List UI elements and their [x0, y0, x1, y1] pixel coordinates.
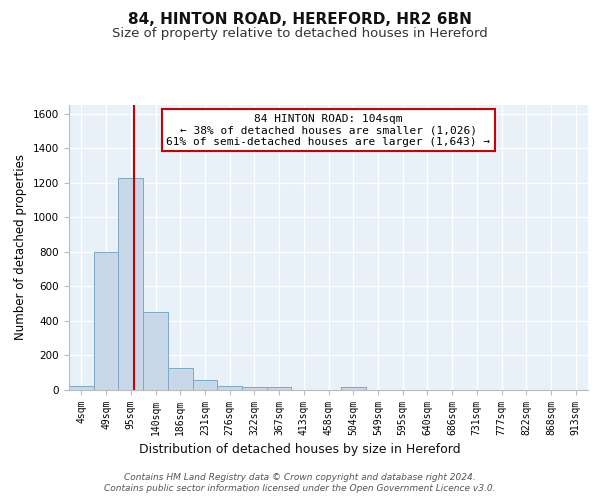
Text: Contains HM Land Registry data © Crown copyright and database right 2024.: Contains HM Land Registry data © Crown c…	[124, 472, 476, 482]
Text: Size of property relative to detached houses in Hereford: Size of property relative to detached ho…	[112, 28, 488, 40]
Bar	[168, 368, 193, 390]
Bar	[143, 312, 168, 390]
Text: 84, HINTON ROAD, HEREFORD, HR2 6BN: 84, HINTON ROAD, HEREFORD, HR2 6BN	[128, 12, 472, 28]
Bar	[217, 386, 242, 390]
Text: Distribution of detached houses by size in Hereford: Distribution of detached houses by size …	[139, 442, 461, 456]
Bar	[193, 380, 217, 390]
Bar	[242, 388, 267, 390]
Bar	[341, 388, 365, 390]
Bar	[94, 252, 118, 390]
Bar	[118, 178, 143, 390]
Bar	[267, 388, 292, 390]
Text: Contains public sector information licensed under the Open Government Licence v3: Contains public sector information licen…	[104, 484, 496, 493]
Y-axis label: Number of detached properties: Number of detached properties	[14, 154, 28, 340]
Text: 84 HINTON ROAD: 104sqm
← 38% of detached houses are smaller (1,026)
61% of semi-: 84 HINTON ROAD: 104sqm ← 38% of detached…	[167, 114, 491, 147]
Bar	[69, 386, 94, 390]
